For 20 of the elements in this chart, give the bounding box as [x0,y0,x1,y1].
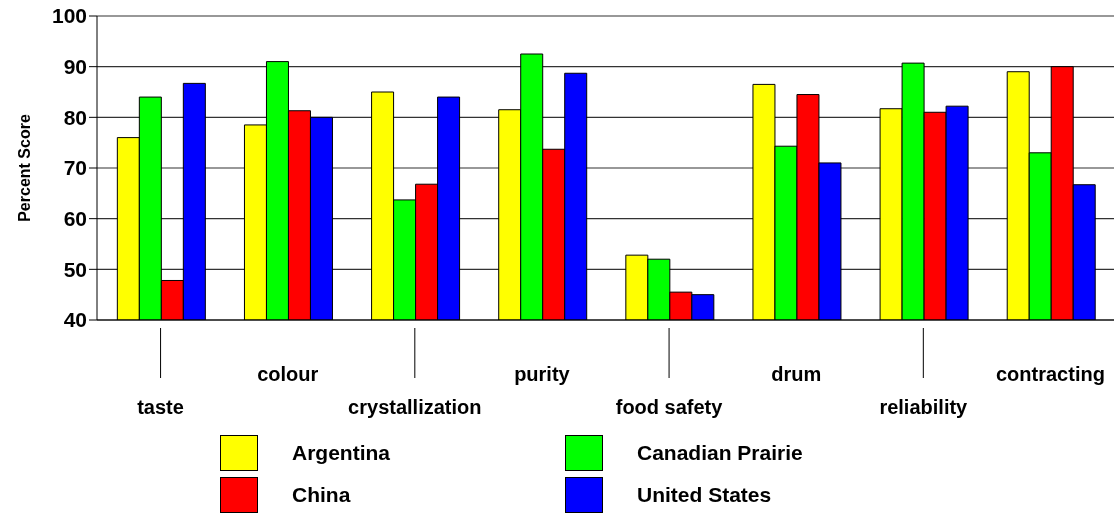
x-tick-label: drum [771,363,822,385]
x-tick-label: food safety [615,396,724,418]
legend-label: Argentina [292,441,391,465]
x-tick-label: crystallization [348,396,482,418]
y-tick-label: 70 [63,156,87,180]
legend-label: China [292,483,351,507]
x-tick-label: reliability [879,396,969,418]
y-axis-title: Percent Score [15,114,33,222]
x-tick-label: purity [514,363,571,385]
y-tick-label: 90 [63,55,87,79]
y-tick-label: 40 [63,308,87,332]
y-tick-label: 100 [51,4,87,28]
y-tick-label: 80 [63,105,87,129]
x-tick-label: contracting [995,363,1105,385]
y-tick-label: 60 [63,207,87,231]
y-tick-label: 50 [63,257,87,281]
legend-label: Canadian Prairie [637,441,803,465]
x-tick-label: taste [137,396,184,418]
x-tick-label: colour [257,363,319,385]
legend-label: United States [637,483,772,507]
